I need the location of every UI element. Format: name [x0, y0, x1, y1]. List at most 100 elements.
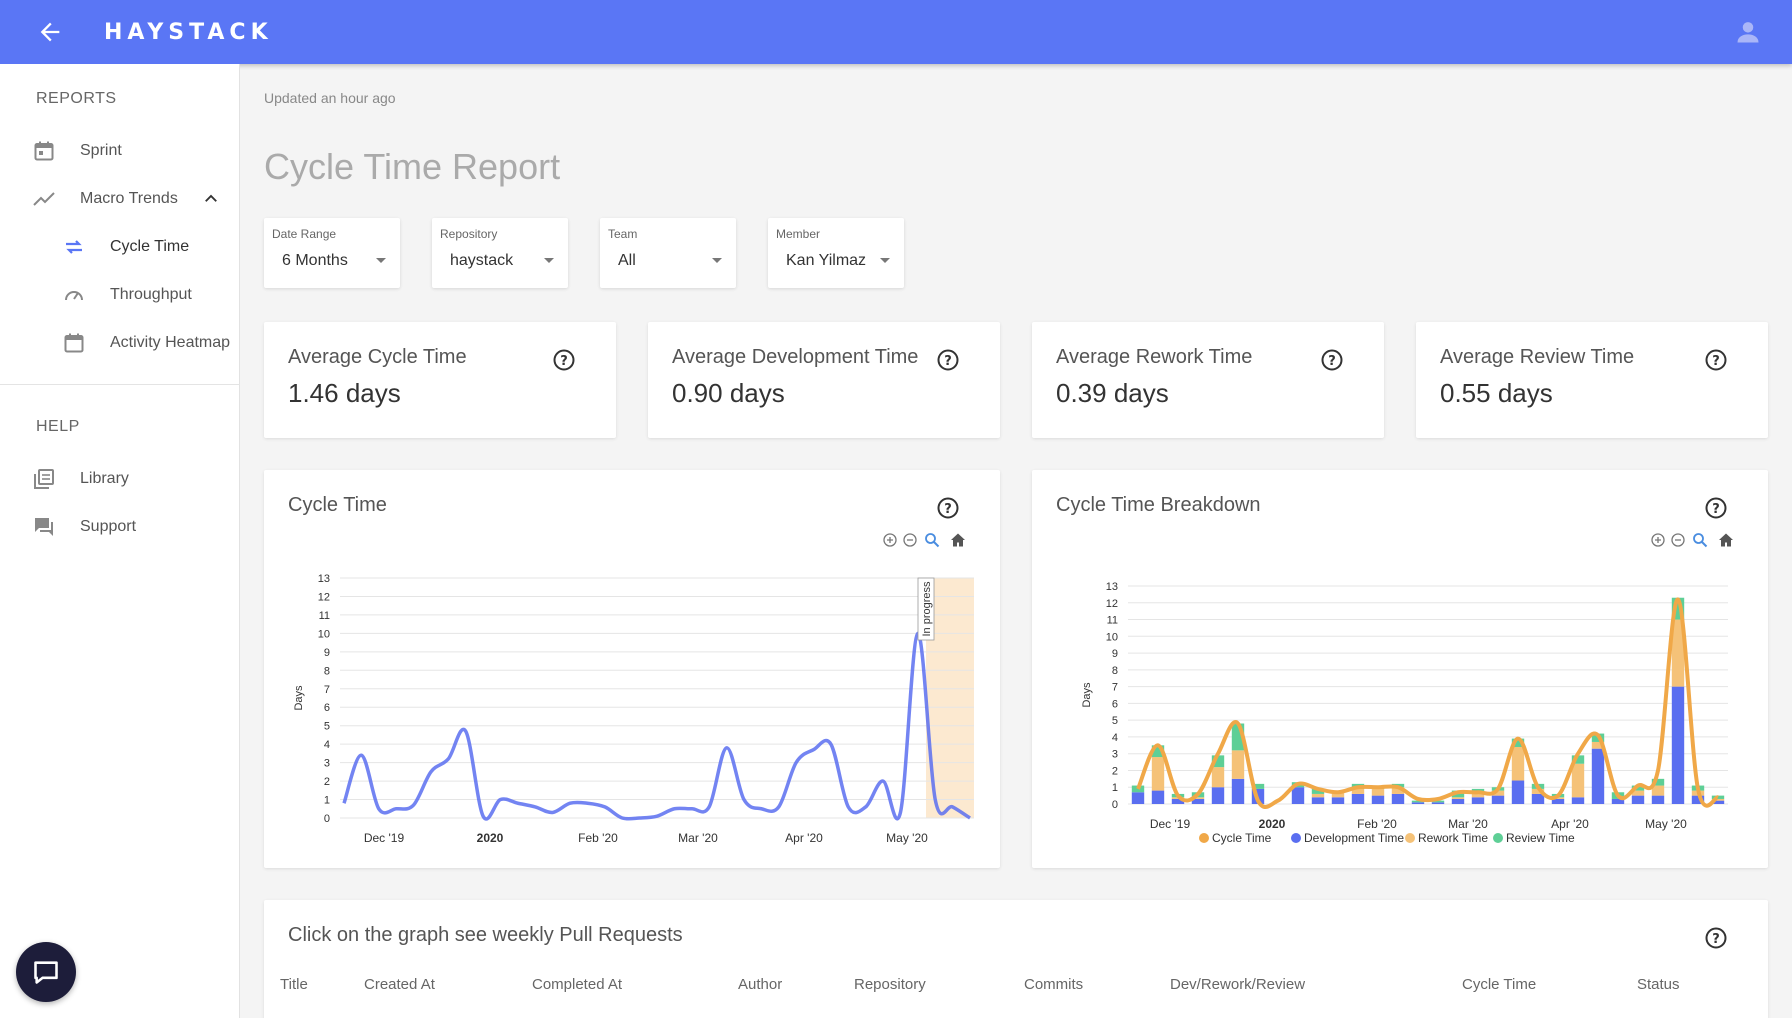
column-header-dev-rework-review[interactable]: Dev/Rework/Review: [1170, 976, 1306, 993]
sidebar-item-library[interactable]: Library: [0, 459, 240, 499]
repository-select[interactable]: Repository haystack: [432, 218, 568, 288]
user-account-icon[interactable]: [1734, 18, 1762, 46]
y-tick-label: 3: [1112, 749, 1118, 761]
cycle-time-series-line: [342, 631, 971, 821]
reset-home-icon[interactable]: [950, 532, 966, 548]
rework-time-bar: [1331, 792, 1345, 798]
back-arrow-icon[interactable]: [36, 18, 64, 46]
chat-bubble-icon: [34, 961, 58, 984]
chevron-up-icon[interactable]: [202, 190, 220, 208]
sidebar-item-support[interactable]: Support: [0, 507, 240, 547]
development-time-bar: [1351, 793, 1365, 804]
help-icon[interactable]: ?: [1704, 926, 1728, 950]
rework-time-bar: [1191, 797, 1205, 799]
column-header-repository[interactable]: Repository: [854, 976, 926, 993]
development-time-bar: [1411, 802, 1425, 804]
review-time-bar: [1511, 738, 1525, 747]
page-title: Cycle Time Report: [264, 146, 561, 187]
annotation-box: [917, 577, 935, 641]
development-time-bar: [1711, 800, 1725, 804]
date-range-select[interactable]: Date Range 6 Months: [264, 218, 400, 288]
repeat-icon: [66, 240, 82, 254]
cycle-time-chart-card: Cycle Time ? 0 1 2 3 4 5 6 7 8 9 10 11 12 13 Days Dec '…: [264, 470, 1000, 868]
y-tick-label: 2: [324, 776, 330, 788]
help-icon[interactable]: ?: [1704, 496, 1728, 520]
review-time-bar: [1211, 755, 1225, 768]
caret-down-icon: [880, 258, 890, 263]
stat-title: Average Review Time: [1440, 346, 1635, 368]
legend-label: Review Time: [1506, 831, 1575, 845]
caret-down-icon: [712, 258, 722, 263]
section-reports-label: REPORTS: [36, 90, 117, 107]
y-tick-label: 13: [1106, 581, 1118, 593]
column-header-author[interactable]: Author: [738, 976, 783, 993]
development-time-bar: [1131, 792, 1145, 804]
rework-time-bar: [1311, 793, 1325, 798]
sidebar-item-activity-heatmap[interactable]: Activity Heatmap: [0, 323, 240, 363]
y-tick-label: 1: [1112, 782, 1118, 794]
development-time-bar: [1571, 797, 1585, 804]
team-select[interactable]: Team All: [600, 218, 736, 288]
sidebar-item-cycle-time[interactable]: Cycle Time: [0, 227, 240, 267]
chat-icon: [35, 518, 53, 536]
reset-home-icon[interactable]: [1718, 532, 1734, 548]
y-tick-label: 11: [319, 610, 330, 622]
sidebar-item-label: Cycle Time: [110, 238, 190, 255]
zoom-in-icon[interactable]: [1650, 532, 1666, 548]
development-time-bar: [1691, 795, 1705, 804]
filter-label: Date Range: [272, 227, 337, 241]
cycle-time-series-line: [1136, 597, 1720, 809]
y-tick-label: 9: [324, 647, 330, 659]
development-time-bar: [1311, 797, 1325, 804]
calendar-icon: [34, 141, 54, 161]
y-tick-label: 0: [324, 813, 330, 825]
x-tick-label: 2020: [1259, 817, 1286, 831]
x-tick-label: Feb '20: [578, 831, 618, 845]
sidebar-item-label: Macro Trends: [80, 190, 178, 207]
development-time-bar: [1431, 802, 1445, 804]
development-time-bar: [1451, 798, 1465, 804]
y-tick-label: 5: [1112, 715, 1118, 727]
zoom-in-icon[interactable]: [882, 532, 898, 548]
filter-label: Member: [776, 227, 821, 241]
x-tick-label: Apr '20: [785, 831, 823, 845]
rework-time-bar: [1351, 788, 1365, 794]
chat-launcher-button[interactable]: [16, 942, 76, 1002]
zoom-select-icon[interactable]: [924, 532, 940, 548]
column-header-status[interactable]: Status: [1637, 976, 1680, 993]
column-header-title[interactable]: Title: [280, 976, 308, 993]
sidebar-item-macro-trends[interactable]: Macro Trends: [0, 179, 240, 219]
column-header-completed-at[interactable]: Completed At: [532, 976, 623, 993]
help-icon[interactable]: ?: [936, 496, 960, 520]
sidebar-item-sprint[interactable]: Sprint: [0, 131, 240, 171]
table-title: Click on the graph see weekly Pull Reque…: [288, 924, 683, 946]
column-header-cycle-time[interactable]: Cycle Time: [1462, 976, 1537, 993]
zoom-select-icon[interactable]: [1692, 532, 1708, 548]
legend-label: Development Time: [1304, 831, 1404, 845]
top-bar: HAYSTACK: [0, 0, 1792, 64]
svg-text:?: ?: [1712, 932, 1720, 947]
help-icon[interactable]: ?: [1320, 348, 1344, 372]
development-time-bar: [1511, 780, 1525, 804]
y-tick-label: 6: [324, 702, 330, 714]
column-header-commits[interactable]: Commits: [1024, 976, 1084, 993]
rework-time-bar: [1711, 798, 1725, 801]
app-logo[interactable]: HAYSTACK: [104, 20, 273, 45]
y-axis-label: Days: [1081, 682, 1093, 708]
zoom-out-icon[interactable]: [1670, 532, 1686, 548]
rework-time-bar: [1451, 797, 1465, 799]
sidebar-item-throughput[interactable]: Throughput: [0, 275, 240, 315]
y-tick-label: 9: [1112, 648, 1118, 660]
column-header-created-at[interactable]: Created At: [364, 976, 435, 993]
legend-label: Cycle Time: [1212, 831, 1272, 845]
development-time-bar: [1611, 798, 1625, 804]
member-select[interactable]: Member Kan Yilmaz: [768, 218, 904, 288]
help-icon[interactable]: ?: [1704, 348, 1728, 372]
svg-text:?: ?: [944, 354, 952, 369]
help-icon[interactable]: ?: [936, 348, 960, 372]
development-time-bar: [1291, 787, 1305, 804]
help-icon[interactable]: ?: [552, 348, 576, 372]
zoom-out-icon[interactable]: [902, 532, 918, 548]
